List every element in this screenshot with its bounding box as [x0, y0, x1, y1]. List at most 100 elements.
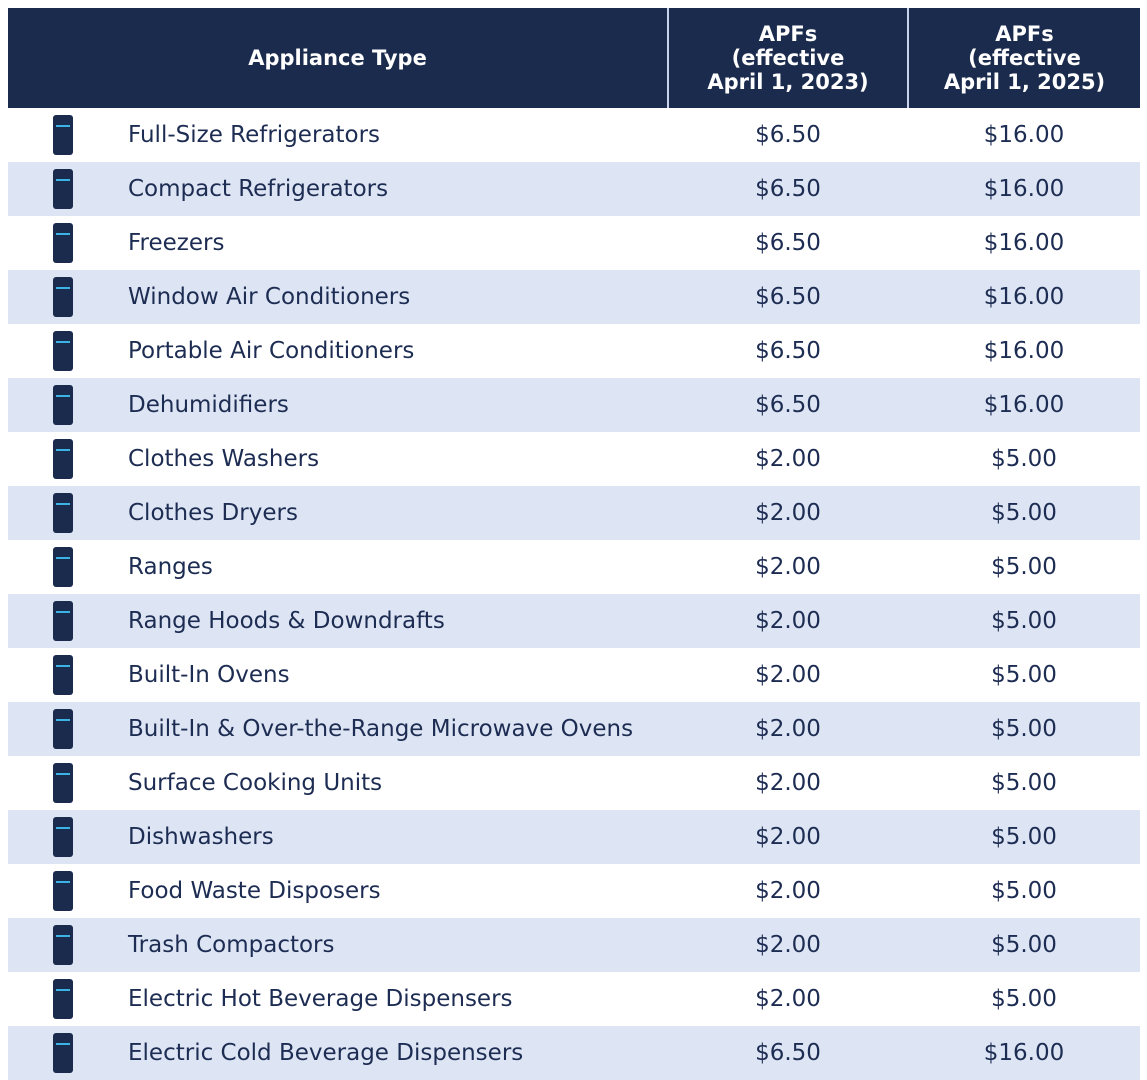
icon-accent — [56, 449, 70, 451]
apf-2025: $16.00 — [908, 378, 1141, 432]
appliance-name: Window Air Conditioners — [118, 270, 669, 324]
appliance-name: Trash Compactors — [118, 918, 669, 972]
apf-2025: $5.00 — [991, 662, 1057, 688]
icon-cell — [8, 1026, 118, 1080]
icon-body — [53, 979, 73, 1019]
appliance-name: Compact Refrigerators — [118, 162, 669, 216]
apf-2025: $5.00 — [908, 918, 1141, 972]
apf-2025: $16.00 — [908, 162, 1141, 216]
icon-body — [53, 1033, 73, 1073]
icon-accent — [56, 773, 70, 775]
appliance-icon — [53, 1033, 73, 1073]
appliance-icon — [53, 385, 73, 425]
apf-2025: $5.00 — [991, 986, 1057, 1012]
apf-2023: $2.00 — [755, 554, 821, 580]
header-line: (effective — [968, 46, 1081, 70]
icon-accent — [56, 935, 70, 937]
icon-body — [53, 763, 73, 803]
table-body: Full-Size Refrigerators $6.50 $16.00 Compac… — [8, 108, 1141, 1080]
apf-2023: $6.50 — [668, 270, 909, 324]
icon-accent — [56, 1043, 70, 1045]
table-row: Full-Size Refrigerators $6.50 $16.00 — [8, 108, 1140, 162]
apf-2025: $5.00 — [908, 594, 1141, 648]
apf-2025: $5.00 — [991, 554, 1057, 580]
appliance-icon — [53, 709, 73, 749]
icon-cell — [8, 432, 118, 486]
apf-2023: $2.00 — [755, 662, 821, 688]
apf-2025: $5.00 — [991, 770, 1057, 796]
icon-body — [53, 709, 73, 749]
icon-cell — [8, 270, 118, 324]
appliance-name: Built-In Ovens — [128, 662, 290, 688]
apf-2023: $6.50 — [668, 162, 909, 216]
apf-2023: $2.00 — [668, 486, 909, 540]
icon-body — [53, 493, 73, 533]
table-row: Compact Refrigerators $6.50 $16.00 — [8, 162, 1141, 216]
icon-accent — [56, 125, 70, 127]
icon-body — [53, 331, 73, 371]
table-row: Portable Air Conditioners $6.50 $16.00 — [8, 324, 1140, 378]
apf-2025: $5.00 — [991, 446, 1057, 472]
appliance-name: Electric Hot Beverage Dispensers — [128, 986, 513, 1012]
icon-accent — [56, 719, 70, 721]
icon-cell — [8, 378, 118, 432]
icon-accent — [56, 287, 70, 289]
apf-2023: $6.50 — [755, 338, 821, 364]
apf-2023: $2.00 — [668, 594, 909, 648]
appliance-name: Range Hoods & Downdrafts — [118, 594, 669, 648]
table-head: Appliance Type APFs (effective April 1, … — [8, 8, 1141, 108]
apf-2025: $16.00 — [983, 338, 1065, 364]
header-col2: APFs (effective April 1, 2023) — [667, 8, 909, 108]
table-row: Freezers $6.50 $16.00 — [8, 216, 1140, 270]
icon-accent — [56, 179, 70, 181]
apf-2025: $5.00 — [908, 810, 1141, 864]
apf-table: Appliance Type APFs (effective April 1, … — [8, 8, 1141, 1080]
appliance-name: Ranges — [128, 554, 213, 580]
icon-cell — [8, 162, 118, 216]
appliance-icon — [53, 979, 73, 1019]
icon-body — [53, 385, 73, 425]
table-row: Range Hoods & Downdrafts $2.00 $5.00 — [8, 594, 1141, 648]
icon-body — [53, 925, 73, 965]
apf-2023: $2.00 — [755, 986, 821, 1012]
apf-2023: $2.00 — [755, 770, 821, 796]
icon-accent — [56, 557, 70, 559]
table-row: Electric Cold Beverage Dispensers $6.50 $1… — [8, 1026, 1141, 1080]
table-row: Window Air Conditioners $6.50 $16.00 — [8, 270, 1141, 324]
table-row: Electric Hot Beverage Dispensers $2.00 $5.… — [8, 972, 1140, 1026]
table-row: Trash Compactors $2.00 $5.00 — [8, 918, 1141, 972]
appliance-name: Dishwashers — [118, 810, 669, 864]
appliance-icon — [53, 763, 73, 803]
apf-2025: $16.00 — [908, 1026, 1141, 1080]
apf-2025: $5.00 — [908, 486, 1141, 540]
appliance-name: Freezers — [128, 230, 225, 256]
apf-2023: $6.50 — [755, 230, 821, 256]
icon-body — [53, 871, 73, 911]
icon-accent — [56, 341, 70, 343]
table-wrap: Appliance Type APFs (effective April 1, … — [8, 8, 1141, 1080]
icon-cell — [8, 108, 118, 162]
apf-2023: $2.00 — [755, 878, 821, 904]
appliance-name: Built-In & Over-the-Range Microwave Oven… — [118, 702, 669, 756]
icon-cell — [8, 216, 118, 270]
icon-body — [53, 547, 73, 587]
icon-cell — [8, 486, 118, 540]
table-row: Dishwashers $2.00 $5.00 — [8, 810, 1141, 864]
appliance-icon — [53, 493, 73, 533]
appliance-icon — [53, 925, 73, 965]
table-row: Dehumidifiers $6.50 $16.00 — [8, 378, 1141, 432]
appliance-name: Clothes Washers — [128, 446, 320, 472]
icon-body — [53, 601, 73, 641]
table-row: Food Waste Disposers $2.00 $5.00 — [8, 864, 1140, 918]
header-appliance-type: Appliance Type — [8, 8, 669, 108]
icon-body — [53, 439, 73, 479]
header-line: (effective — [731, 46, 845, 70]
icon-cell — [8, 810, 118, 864]
appliance-icon — [53, 871, 73, 911]
icon-cell — [8, 864, 118, 918]
icon-body — [53, 817, 73, 857]
apf-2025: $16.00 — [908, 270, 1141, 324]
table-row: Built-In & Over-the-Range Microwave Oven… — [8, 702, 1141, 756]
apf-2023: $6.50 — [668, 378, 909, 432]
